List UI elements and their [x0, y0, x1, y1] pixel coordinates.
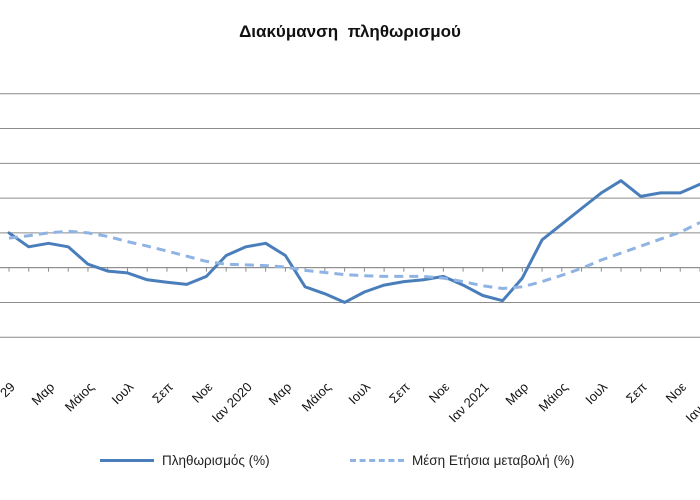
legend-item-average-annual-change: Μέση Ετήσια μεταβολή (%): [350, 453, 574, 468]
x-tick-label-2: Μάιος: [62, 379, 97, 414]
legend-label-inflation: Πληθωρισμός (%): [162, 453, 270, 468]
grid-layer: [0, 93, 700, 338]
x-tick-label-3: Ιουλ: [108, 379, 136, 407]
x-tick-label-13: Μαρ: [502, 379, 531, 408]
x-tick-label-17: Νοε: [663, 379, 690, 406]
x-tick-label-10: Σεπ: [386, 379, 413, 406]
x-tick-label-15: Ιουλ: [582, 379, 610, 407]
x-tick-label-8: Μάιος: [299, 379, 334, 414]
legend-swatch-solid-line: [100, 459, 154, 462]
x-tick-label-1: Μαρ: [29, 379, 58, 408]
x-tick-label-7: Μαρ: [265, 379, 294, 408]
legend-item-inflation: Πληθωρισμός (%): [100, 453, 270, 468]
x-tick-label-12: Ιαν 2021: [446, 379, 492, 425]
series-line-0: [7, 179, 700, 304]
series-layer: [7, 179, 700, 304]
legend: Πληθωρισμός (%) Μέση Ετήσια μεταβολή (%): [0, 453, 700, 477]
x-tick-label-16: Σεπ: [623, 379, 650, 406]
x-tick-label-6: Ιαν 2020: [209, 379, 255, 425]
legend-label-average-annual-change: Μέση Ετήσια μεταβολή (%): [412, 453, 575, 468]
series-line-1: [8, 221, 700, 290]
legend-swatch-dashed-line: [350, 459, 404, 462]
x-tick-label-5: Νοε: [189, 379, 216, 406]
x-tick-label-4: Σεπ: [149, 379, 176, 406]
x-tick-label-11: Νοε: [426, 379, 453, 406]
x-tick-label-9: Ιουλ: [345, 379, 373, 407]
chart-title: Διακύμανση πληθωρισμού: [239, 22, 461, 41]
x-tick-label-0: 29: [0, 379, 18, 400]
x-tick-label-14: Μάιος: [536, 379, 571, 414]
